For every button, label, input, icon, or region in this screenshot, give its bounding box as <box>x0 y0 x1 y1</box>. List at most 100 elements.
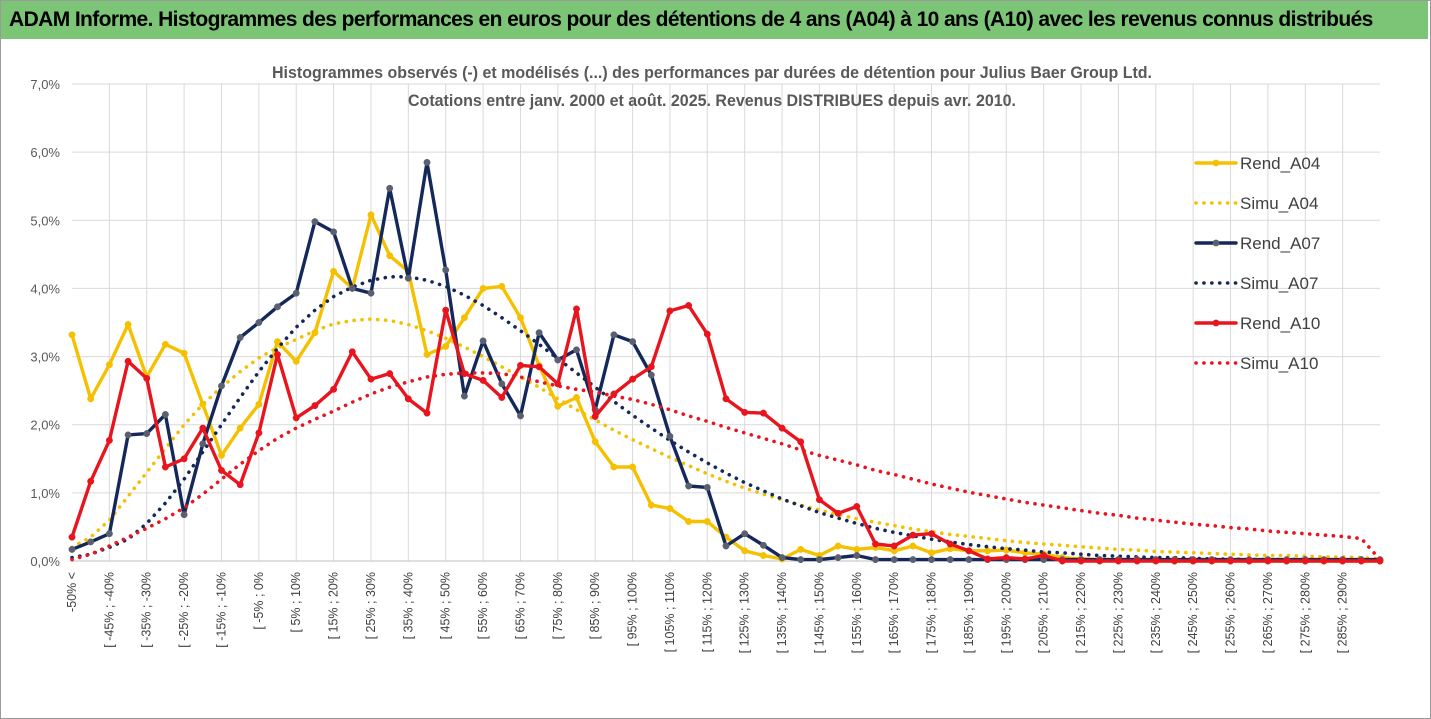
legend: Rend_A04 Simu_A04 Rend_A07 Simu_A07 Rend_A10… <box>1194 154 1320 373</box>
rend-a07-point <box>386 184 394 192</box>
rend-a04-point <box>199 400 207 408</box>
rend-a10-point <box>236 481 244 489</box>
rend-a10-point <box>1376 557 1384 565</box>
rend-a10-point <box>386 370 394 378</box>
x-tick-label: [ -25% ; -20% <box>177 572 191 648</box>
x-tick-label: [ 175% ; 180% <box>925 572 939 653</box>
rend-a10-point <box>1301 557 1309 565</box>
rend-a07-point <box>741 530 749 538</box>
rend-a10-point <box>1320 557 1328 565</box>
x-tick-label: [ 135% ; 140% <box>775 572 789 653</box>
rend-a10-point <box>105 436 113 444</box>
rend-a04-point <box>180 349 188 357</box>
y-tick-label: 4,0% <box>30 281 60 296</box>
rend-a10-point <box>460 370 468 378</box>
rend-a10-point <box>143 374 151 382</box>
rend-a10-point <box>330 385 338 393</box>
rend-a10-point <box>610 390 618 398</box>
simu-a10-line <box>70 371 1382 562</box>
rend-a04-point <box>517 314 524 322</box>
rend-a04-point <box>423 351 431 358</box>
rend-a04-point <box>666 505 674 512</box>
rend-a07-point <box>255 319 263 326</box>
rend-a07-point <box>815 556 823 564</box>
rend-a04-point <box>330 267 338 275</box>
x-tick-label: [ 75% ; 80% <box>551 572 565 639</box>
rend-a07-point <box>330 228 338 236</box>
rend-a04-point <box>647 501 655 509</box>
rend-a10-point <box>1133 557 1141 565</box>
rend-a04-point <box>853 545 861 553</box>
rend-a07-point <box>274 303 281 311</box>
rend-a04-point <box>909 542 917 550</box>
rend-a10-point <box>984 555 992 563</box>
rend-a07-point <box>498 380 506 388</box>
rend-a10-point <box>87 477 95 485</box>
rend-a10-point <box>573 305 580 313</box>
rend-a10-point <box>591 413 599 420</box>
legend-label: Simu_A04 <box>1240 194 1318 213</box>
rend-a10-point <box>535 363 543 371</box>
chart-subtitle: Cotations entre janv. 2000 et août. 2025… <box>408 91 1016 110</box>
legend-entry-rend-a04: Rend_A04 <box>1194 154 1320 173</box>
rend-a07-point <box>890 556 898 564</box>
x-tick-label: [ 275% ; 280% <box>1298 572 1312 653</box>
rend-a07-point <box>442 266 450 274</box>
x-tick-label: [ 65% ; 70% <box>513 572 527 639</box>
x-tick-label: [ 25% ; 30% <box>364 572 378 639</box>
rend-a10-point <box>629 375 637 383</box>
x-tick-label: [ 265% ; 270% <box>1261 572 1275 653</box>
rend-a04-point <box>554 402 562 410</box>
legend-label: Rend_A04 <box>1240 154 1320 173</box>
rend-a10-point <box>348 348 356 356</box>
rend-a07-point <box>124 431 132 439</box>
rend-a10-point <box>554 380 562 388</box>
rend-a07-point <box>236 334 244 341</box>
rend-a10-point <box>292 414 300 422</box>
legend-label: Rend_A07 <box>1240 234 1320 253</box>
rend-a10-point <box>1245 557 1253 565</box>
legend-label: Rend_A10 <box>1240 314 1320 333</box>
legend-marker <box>1212 319 1220 327</box>
x-tick-label: [ 185% ; 190% <box>962 572 976 653</box>
rend-a10-point <box>666 307 674 315</box>
rend-a10-point <box>68 533 76 541</box>
rend-a04-point <box>87 395 95 403</box>
rend-a04-point <box>591 438 599 446</box>
rend-a04-point <box>759 552 767 559</box>
rend-a07-point <box>199 440 207 448</box>
rend-a10-point <box>255 429 263 437</box>
simu-a07-line <box>70 274 1382 563</box>
rend-a04-point <box>479 284 487 292</box>
rend-a07-point <box>367 289 375 297</box>
rend-a10-point <box>909 531 917 539</box>
x-tick-label: [ 115% ; 120% <box>700 572 714 652</box>
rend-a07-point <box>778 554 786 562</box>
rend-a10-point <box>404 395 412 403</box>
x-tick-label: [ 45% ; 50% <box>439 572 453 639</box>
rend-a10-point <box>1357 557 1365 565</box>
rend-a07-point <box>180 511 188 519</box>
legend-entry-rend-a07: Rend_A07 <box>1194 234 1320 253</box>
rend-a10-point <box>1264 557 1272 565</box>
rend-a10-point <box>1021 555 1029 563</box>
rend-a10-point <box>1114 557 1122 565</box>
rend-a07-point <box>143 430 151 438</box>
rend-a07-point <box>404 274 412 282</box>
rend-a10-point <box>479 376 487 384</box>
x-tick-label: [ 105% ; 110% <box>663 572 677 652</box>
rend-a10-point <box>218 466 225 474</box>
rend-a07-point <box>311 218 319 226</box>
rend-a04-point <box>124 321 132 328</box>
rend-a07-point <box>423 158 431 166</box>
x-tick-label: [ 165% ; 170% <box>887 572 901 653</box>
rend-a07-point <box>105 530 113 538</box>
x-tick-label: [ -5% ; 0% <box>252 572 266 630</box>
x-tick-label: [ 95% ; 100% <box>626 572 640 646</box>
rend-a10-point <box>685 302 693 309</box>
rend-a04-point <box>292 357 300 365</box>
x-tick-label: [ -15% ; -10% <box>214 572 228 648</box>
y-tick-label: 2,0% <box>30 418 60 433</box>
rend-a10-point <box>367 375 375 383</box>
rend-a10-point <box>834 509 842 517</box>
